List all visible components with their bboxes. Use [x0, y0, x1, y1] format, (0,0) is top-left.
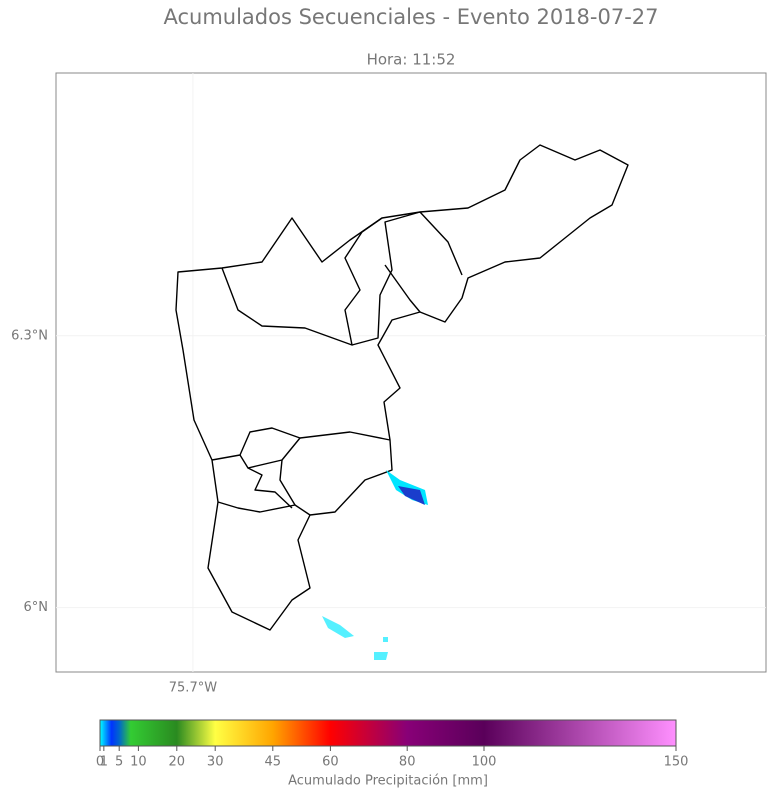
colorbar-tick-label: 5 [115, 755, 123, 770]
colorbar-tick-label: 10 [130, 755, 147, 770]
colorbar-tick-label: 80 [399, 755, 416, 770]
colorbar-tick-label: 100 [472, 755, 497, 770]
colorbar-tick-label: 1 [100, 755, 108, 770]
colorbar-tick-label: 60 [322, 755, 339, 770]
y-tick-label: 6.3°N [11, 328, 48, 343]
colorbar-tick-label: 20 [169, 755, 186, 770]
colorbar-tick-label: 150 [664, 755, 689, 770]
map-frame [55, 72, 767, 673]
boundaries [175, 144, 629, 631]
precipitation-patches [322, 470, 428, 660]
colorbar-tick-label: 0 [96, 755, 104, 770]
colorbar-tick-label: 45 [265, 755, 282, 770]
colorbar [99, 719, 677, 747]
y-tick-label: 6°N [24, 600, 49, 615]
colorbar-tick-label: 30 [207, 755, 224, 770]
subtitle: Hora: 11:52 [367, 51, 456, 69]
colorbar-label: Acumulado Precipitación [mm] [288, 774, 488, 789]
title: Acumulados Secuenciales - Evento 2018-07… [163, 5, 658, 29]
x-tick-label: 75.7°W [169, 681, 217, 696]
